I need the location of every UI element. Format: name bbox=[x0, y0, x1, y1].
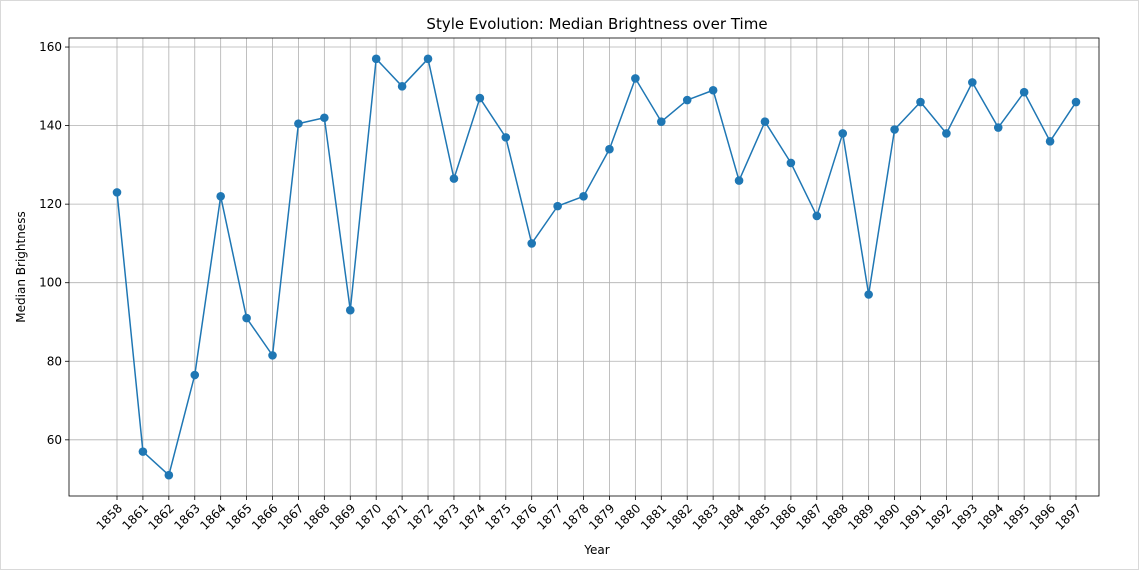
plot-area-border bbox=[68, 37, 1100, 497]
axis-ticks bbox=[65, 46, 1077, 500]
x-tick-label: 1896 bbox=[1027, 501, 1058, 532]
x-tick-label: 1858 bbox=[94, 501, 125, 532]
series-markers bbox=[112, 54, 1081, 480]
y-tick-label: 160 bbox=[39, 40, 62, 54]
x-tick-label: 1895 bbox=[1001, 501, 1032, 532]
x-tick-label: 1873 bbox=[431, 501, 462, 532]
data-point bbox=[164, 470, 174, 480]
data-point bbox=[682, 95, 692, 105]
y-tick-label: 120 bbox=[39, 197, 62, 211]
x-tick-label: 1865 bbox=[223, 501, 254, 532]
data-point bbox=[812, 211, 822, 221]
data-point bbox=[838, 129, 848, 138]
data-point bbox=[475, 93, 485, 103]
x-tick-label: 1861 bbox=[120, 501, 151, 532]
data-point bbox=[112, 188, 122, 197]
x-tick-label: 1874 bbox=[456, 501, 487, 532]
x-tick-label: 1862 bbox=[145, 501, 176, 532]
data-point bbox=[501, 133, 511, 142]
data-point bbox=[423, 54, 433, 64]
data-point bbox=[371, 54, 381, 64]
x-tick-label: 1881 bbox=[638, 501, 669, 532]
data-point bbox=[916, 97, 925, 107]
series-line-layer bbox=[116, 58, 1077, 476]
x-tick-label: 1889 bbox=[845, 501, 876, 532]
data-point bbox=[631, 74, 640, 83]
x-tick-label: 1897 bbox=[1053, 501, 1084, 532]
x-tick-label: 1886 bbox=[768, 501, 799, 532]
x-tick-label: 1877 bbox=[534, 501, 565, 532]
x-tick-label: 1872 bbox=[405, 501, 436, 532]
data-point bbox=[397, 82, 407, 91]
data-point bbox=[345, 305, 355, 315]
data-point bbox=[786, 158, 796, 168]
data-point bbox=[449, 174, 459, 183]
data-point bbox=[656, 117, 666, 126]
x-tick-label: 1894 bbox=[975, 501, 1006, 532]
x-tick-label: 1869 bbox=[327, 501, 358, 532]
x-tick-label: 1870 bbox=[353, 501, 384, 532]
y-tick-label: 80 bbox=[47, 354, 62, 368]
x-tick-label: 1868 bbox=[301, 501, 332, 532]
x-tick-label: 1887 bbox=[793, 501, 824, 532]
x-tick-label: 1880 bbox=[612, 501, 643, 532]
data-point bbox=[890, 125, 899, 134]
x-axis-label: Year bbox=[583, 543, 609, 557]
chart-title: Style Evolution: Median Brightness over … bbox=[426, 15, 767, 33]
data-point bbox=[760, 117, 770, 126]
x-tick-label: 1882 bbox=[664, 501, 695, 532]
x-tick-label: 1893 bbox=[949, 501, 980, 532]
data-point bbox=[216, 191, 225, 201]
x-tick-label: 1863 bbox=[171, 501, 202, 532]
data-point bbox=[294, 119, 303, 128]
x-tick-label: 1890 bbox=[871, 501, 902, 532]
x-tick-label: 1884 bbox=[716, 501, 747, 532]
x-tick-label: 1888 bbox=[819, 501, 850, 532]
x-tick-label: 1876 bbox=[508, 501, 539, 532]
data-point bbox=[708, 85, 718, 95]
x-tick-label: 1867 bbox=[275, 501, 306, 532]
x-tick-label: 1891 bbox=[897, 501, 928, 532]
y-axis-label: Median Brightness bbox=[14, 211, 28, 322]
data-point bbox=[605, 144, 614, 154]
data-point bbox=[527, 239, 537, 248]
x-tick-label: 1883 bbox=[690, 501, 721, 532]
x-tick-label: 1875 bbox=[482, 501, 513, 532]
data-point bbox=[993, 123, 1003, 132]
x-tick-labels: 1858186118621863186418651866186718681869… bbox=[94, 501, 1084, 532]
x-tick-label: 1892 bbox=[923, 501, 954, 532]
x-tick-label: 1878 bbox=[560, 501, 591, 532]
data-point bbox=[1045, 137, 1055, 146]
data-point bbox=[968, 78, 977, 87]
x-tick-label: 1864 bbox=[197, 501, 228, 532]
data-point bbox=[320, 113, 329, 123]
data-point bbox=[138, 447, 148, 456]
data-point bbox=[942, 129, 951, 138]
series-line bbox=[116, 58, 1077, 476]
data-point bbox=[1071, 97, 1081, 107]
y-tick-label: 140 bbox=[39, 119, 62, 133]
x-tick-label: 1885 bbox=[742, 501, 773, 532]
data-point bbox=[579, 191, 588, 201]
data-point bbox=[1019, 87, 1029, 97]
data-point bbox=[190, 370, 200, 380]
gridlines bbox=[69, 38, 1099, 496]
y-tick-label: 60 bbox=[47, 433, 62, 447]
y-tick-label: 100 bbox=[39, 276, 62, 290]
data-point bbox=[864, 290, 873, 299]
data-point bbox=[734, 176, 744, 185]
x-tick-label: 1871 bbox=[379, 501, 410, 532]
x-tick-label: 1879 bbox=[586, 501, 617, 532]
data-point bbox=[242, 313, 251, 323]
x-tick-label: 1866 bbox=[249, 501, 280, 532]
data-point bbox=[268, 351, 277, 360]
data-point bbox=[553, 201, 562, 211]
y-tick-labels: 60 80 100 120 140 160 bbox=[39, 40, 62, 447]
